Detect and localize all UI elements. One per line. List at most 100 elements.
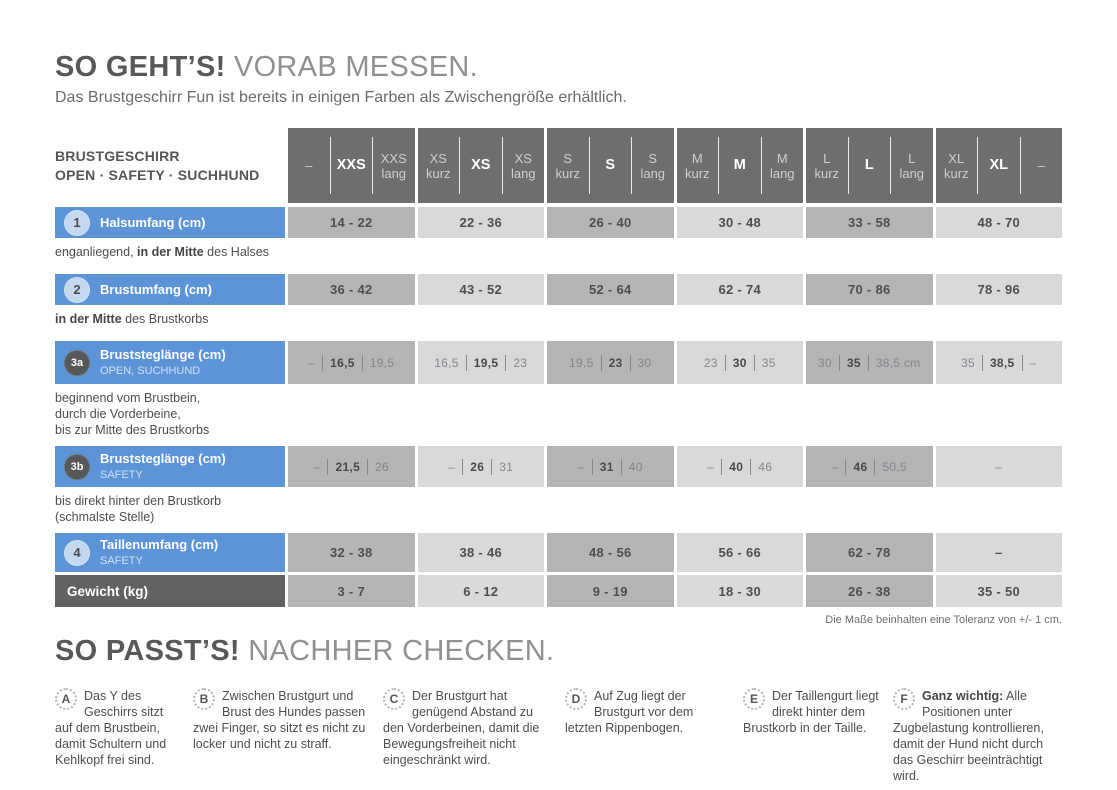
table-title: BRUSTGESCHIRR OPEN · SAFETY · SUCHHUND [55,128,285,203]
value-cell: 22 - 36 [417,207,544,238]
tolerance-note: Die Maße beinhalten eine Toleranz von +/… [825,614,1062,626]
letter-badge-e: E [743,688,765,710]
check-text-bold: Ganz wichtig: [922,689,1004,703]
letter-badge-a: A [55,688,77,710]
value-cell: 23 30 35 [676,341,803,384]
size-label-main: XXS [336,157,366,173]
value-cell: 35 38,5– [935,341,1062,384]
value-cell: 6 - 12 [417,575,544,607]
desc-bruststeg-open: beginnend vom Brustbein, durch die Vorde… [55,391,210,437]
row-label-taillenumfang: 4 Taillenumfang (cm) SAFETY [55,533,285,572]
value-cell: –40 46 [676,446,803,487]
row-label-bruststeg-open: 3a Bruststeglänge (cm) OPEN, SUCHHUND [55,341,285,384]
check-text: Zwischen Brustgurt und Brust des Hundes … [193,689,366,751]
value-cell: 14 - 22 [288,207,415,238]
row-number-badge: 4 [64,539,90,566]
value-cell: – [935,533,1062,572]
header-divider [501,137,503,194]
row-bruststeg-safety: 3b Bruststeglänge (cm) SAFETY –21,5 26 –2… [55,446,1062,487]
value-cell: 26 - 38 [806,575,933,607]
letter-badge-c: C [383,688,405,710]
size-group-xxs: – XXS XXS lang [288,128,415,203]
check-item-c: C Der Brustgurt hat genügend Abstand zu … [383,688,555,784]
check-text: Das Y des Geschirrs sitzt auf dem Brustb… [55,689,167,767]
row-label-bruststeg-safety: 3b Bruststeglänge (cm) SAFETY [55,446,285,487]
size-label-main: L [864,157,874,173]
fit-check-list: A Das Y des Geschirrs sitzt auf dem Brus… [55,688,1062,784]
value-cell: 43 - 52 [417,274,544,305]
table-title-line1: BRUSTGESCHIRR [55,147,180,164]
row-taillenumfang: 4 Taillenumfang (cm) SAFETY 32 - 38 38 -… [55,533,1062,572]
size-label-main: M [733,157,746,173]
value-cell: 9 - 19 [547,575,674,607]
size-label: – [1037,158,1045,173]
desc-halsumfang: enganliegend, in der Mitte des Halses [55,245,270,259]
size-label: XXS lang [380,150,407,181]
page-subtitle: Das Brustgeschirr Fun ist bereits in ein… [55,89,627,106]
value-cell: 18 - 30 [676,575,803,607]
check-item-a: A Das Y des Geschirrs sitzt auf dem Brus… [55,688,183,784]
page-title: SO GEHT’S! VORAB MESSEN. [55,50,1062,84]
value-cell: 48 - 70 [935,207,1062,238]
check-item-e: E Der Taillengurt liegt direkt hinter de… [743,688,883,784]
row-label-text: Halsumfang (cm) [100,215,206,230]
header-divider [459,137,460,194]
table-title-line2: OPEN · SAFETY · SUCHHUND [55,166,260,183]
value-cell: –21,5 26 [288,446,415,487]
size-table-header: BRUSTGESCHIRR OPEN · SAFETY · SUCHHUND –… [55,128,1062,203]
header-divider [1019,137,1021,194]
value-cell: 48 - 56 [547,533,674,572]
check-text: Alle Positionen unter Zugbelastung kontr… [893,689,1044,783]
header-divider [372,137,373,194]
size-group-xl: XL kurz XL – [935,128,1062,203]
row-number-badge: 3b [64,453,90,480]
size-table: BRUSTGESCHIRR OPEN · SAFETY · SUCHHUND –… [55,128,1062,626]
value-cell: –46 50,5 [806,446,933,487]
desc-brustumfang: in der Mitte des Brustkorbs [55,312,209,326]
row-number-badge: 2 [64,276,90,303]
value-cell: 70 - 86 [806,274,933,305]
size-group-xs: XS kurz XS XS lang [417,128,544,203]
value-cell: 33 - 58 [806,207,933,238]
page-title-light: VORAB MESSEN. [233,51,478,83]
section2-title-bold: SO PASST’S! [55,635,240,667]
value-cell: –31 40 [547,446,674,487]
row-label-text: Brustumfang (cm) [100,282,212,297]
header-divider [847,137,849,194]
header-divider [718,137,719,194]
value-cell: 3 - 7 [288,575,415,607]
page-title-bold: SO GEHT’S! [55,51,226,83]
value-cell: 52 - 64 [547,274,674,305]
size-label: XS lang [510,150,536,181]
row-halsumfang: 1 Halsumfang (cm) 14 - 22 22 - 36 26 - 4… [55,207,1062,238]
letter-badge-f: F [893,688,915,710]
value-cell: 30 35 38,5 cm [806,341,933,384]
header-divider [760,137,762,194]
row-bruststeg-open: 3a Bruststeglänge (cm) OPEN, SUCHHUND –1… [55,341,1062,384]
check-text: Der Taillengurt liegt direkt hinter dem … [743,689,879,735]
header-divider [890,137,891,194]
check-text: Der Brustgurt hat genügend Abstand zu de… [383,689,540,767]
value-cell: 30 - 48 [676,207,803,238]
size-label: XS kurz [425,150,451,181]
value-cell: 36 - 42 [288,274,415,305]
section2-title: SO PASST’S! NACHHER CHECKEN. [55,634,1062,668]
check-text: Auf Zug liegt der Brustgurt vor dem letz… [565,689,694,735]
row-label-text: Bruststeglänge (cm) SAFETY [100,451,226,481]
value-cell: 32 - 38 [288,533,415,572]
row-number-badge: 3a [64,349,90,376]
row-label-text: Bruststeglänge (cm) OPEN, SUCHHUND [100,347,226,377]
value-cell: 56 - 66 [676,533,803,572]
row-gewicht: Gewicht (kg) 3 - 7 6 - 12 9 - 19 18 - 30… [55,575,1062,607]
letter-badge-b: B [193,688,215,710]
check-item-f: F Ganz wichtig: Alle Positionen unter Zu… [893,688,1065,784]
desc-bruststeg-safety: bis direkt hinter den Brustkorb (schmals… [55,494,222,524]
size-label-main: XL [989,157,1009,173]
value-cell: 78 - 96 [935,274,1062,305]
